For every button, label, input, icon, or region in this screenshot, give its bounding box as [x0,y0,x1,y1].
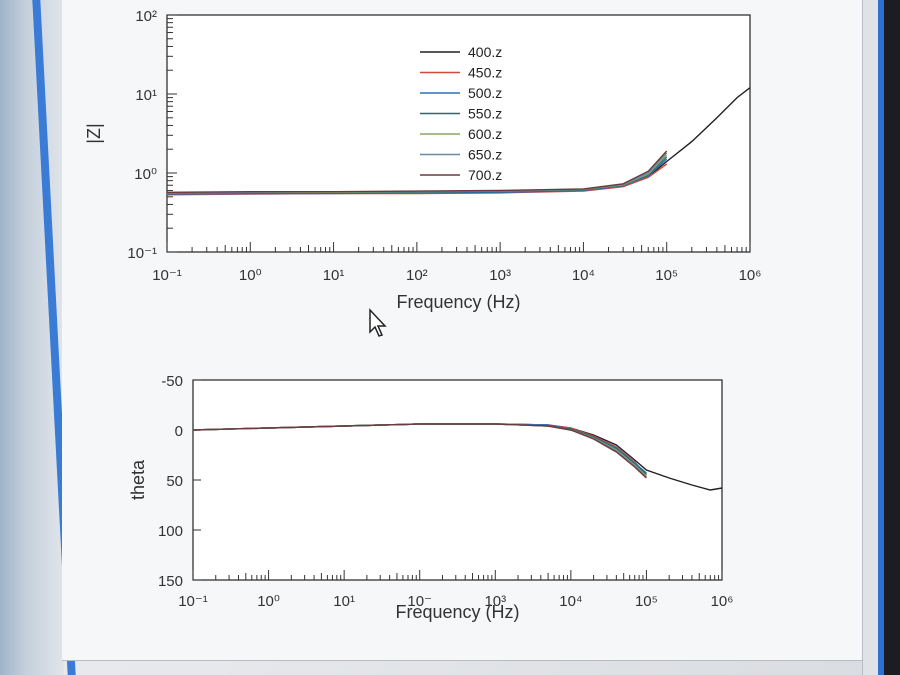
y-tick-label: 10¹ [135,87,157,104]
y-tick-label: 50 [166,473,183,490]
x-tick-label: 10⁴ [559,593,582,610]
x-axis-title: Frequency (Hz) [396,292,520,312]
x-tick-label: 10⁶ [711,593,734,610]
x-tick-label: 10³ [489,267,511,284]
x-tick-label: 10² [406,267,428,284]
plot-area [192,379,723,581]
x-tick-label: 10⁻¹ [152,267,182,284]
x-tick-label: 10⁵ [635,593,658,610]
legend-label: 550.z [468,106,502,122]
y-tick-label: 10⁰ [134,166,157,183]
x-tick-label: 10⁶ [739,267,762,284]
y-tick-label: 0 [175,423,183,440]
monitor-bezel [884,0,900,675]
x-tick-label: 10³ [484,593,506,610]
right-blue-accent [878,0,884,675]
y-axis-title: |Z| [84,123,104,143]
impedance-magnitude-chart: 10⁻¹ 10⁰ 10¹ 10² 10³ 10⁴ 10⁵ 10⁶ 10² 10¹ 10⁰ 10⁻¹ Fr… [84,8,761,312]
right-scrollbar[interactable] [862,0,883,675]
x-tick-label: 10¹ [333,593,355,610]
mouse-cursor-icon [369,308,387,337]
series-line-700-z [166,150,668,193]
x-tick-label: 10⁰ [239,267,262,284]
legend-label: 450.z [468,65,502,81]
legend-label: 500.z [468,85,502,101]
x-tick-label: 10⁴ [572,267,595,284]
y-tick-label: -50 [161,373,183,390]
x-tick-label: 10⁻ [407,593,432,610]
phase-angle-chart: 10⁻¹ 10⁰ 10¹ 10⁻ 10³ 10⁴ 10⁵ 10⁶ -50 0 50 100 150 Fre… [128,373,733,622]
legend-label: 650.z [468,147,502,163]
legend-label: 600.z [468,126,502,142]
legend-label: 700.z [468,167,502,183]
x-tick-label: 10¹ [323,267,345,284]
y-axis-title: theta [128,459,148,500]
series-line-700-z [192,423,647,479]
y-tick-label: 10⁻¹ [127,245,157,262]
x-axis-title: Frequency (Hz) [395,602,519,622]
legend-label: 400.z [468,44,502,60]
x-tick-label: 10⁻¹ [178,593,208,610]
x-tick-label: 10⁰ [257,593,280,610]
y-tick-label: 10² [135,8,157,25]
y-tick-label: 150 [158,573,183,590]
x-tick-label: 10⁵ [655,267,678,284]
y-tick-label: 100 [158,523,183,540]
